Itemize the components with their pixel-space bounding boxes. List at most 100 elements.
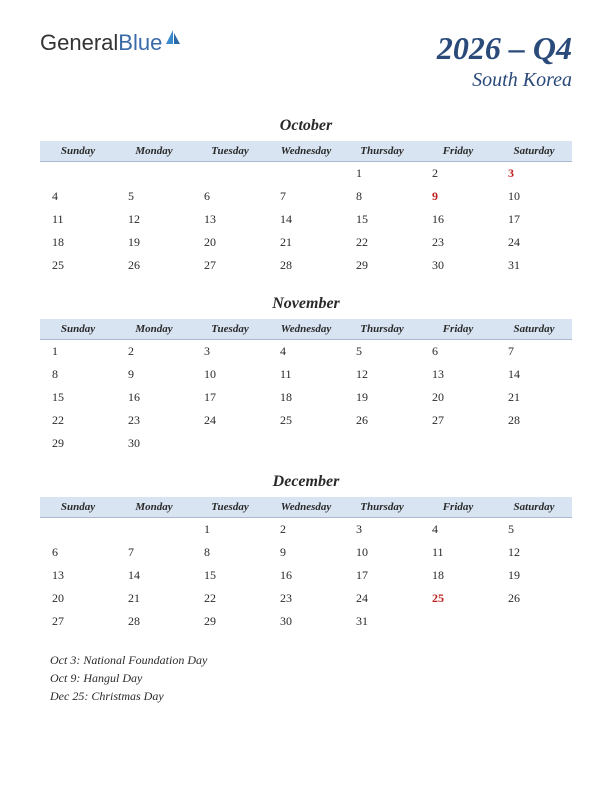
calendar-cell: 26 [496, 587, 572, 610]
calendar-row: 22232425262728 [40, 409, 572, 432]
calendar-cell: 1 [192, 518, 268, 542]
title-block: 2026 – Q4 South Korea [437, 30, 572, 92]
holidays-list: Oct 3: National Foundation Day Oct 9: Han… [40, 653, 572, 704]
calendar-cell: 3 [344, 518, 420, 542]
calendar-cell: 19 [344, 386, 420, 409]
calendar-table: SundayMondayTuesdayWednesdayThursdayFrid… [40, 319, 572, 455]
day-header: Thursday [344, 319, 420, 340]
calendar-cell: 30 [420, 254, 496, 277]
calendar-table: SundayMondayTuesdayWednesdayThursdayFrid… [40, 141, 572, 277]
months-container: OctoberSundayMondayTuesdayWednesdayThurs… [40, 117, 572, 633]
calendar-cell: 22 [192, 587, 268, 610]
calendar-cell [268, 432, 344, 455]
calendar-cell [268, 162, 344, 186]
calendar-cell: 7 [116, 541, 192, 564]
calendar-cell: 19 [496, 564, 572, 587]
calendar-cell: 25 [40, 254, 116, 277]
logo-text-blue: Blue [118, 30, 162, 56]
calendar-cell: 29 [344, 254, 420, 277]
calendar-cell: 15 [344, 208, 420, 231]
calendar-row: 123 [40, 162, 572, 186]
calendar-cell: 6 [192, 185, 268, 208]
calendar-cell: 11 [40, 208, 116, 231]
calendar-cell: 28 [496, 409, 572, 432]
calendar-cell: 2 [268, 518, 344, 542]
calendar-cell [40, 518, 116, 542]
calendar-cell: 16 [420, 208, 496, 231]
calendar-cell: 23 [116, 409, 192, 432]
calendar-cell: 12 [496, 541, 572, 564]
calendar-row: 2930 [40, 432, 572, 455]
day-header: Thursday [344, 497, 420, 518]
logo-sail-icon [164, 26, 182, 52]
calendar-cell: 5 [344, 340, 420, 364]
calendar-cell: 1 [40, 340, 116, 364]
calendar-cell: 14 [496, 363, 572, 386]
day-header: Wednesday [268, 141, 344, 162]
day-header: Sunday [40, 141, 116, 162]
calendar-cell: 17 [192, 386, 268, 409]
calendar-cell: 31 [344, 610, 420, 633]
calendar-row: 25262728293031 [40, 254, 572, 277]
calendar-cell: 6 [420, 340, 496, 364]
calendar-cell [192, 432, 268, 455]
calendar-cell: 10 [344, 541, 420, 564]
day-header: Friday [420, 497, 496, 518]
day-header: Sunday [40, 497, 116, 518]
calendar-cell: 22 [344, 231, 420, 254]
day-header: Tuesday [192, 319, 268, 340]
calendar-cell [40, 162, 116, 186]
day-header: Monday [116, 497, 192, 518]
month-name: December [40, 473, 572, 491]
calendar-cell [344, 432, 420, 455]
calendar-cell: 3 [192, 340, 268, 364]
day-header: Saturday [496, 141, 572, 162]
calendar-row: 18192021222324 [40, 231, 572, 254]
month-block: November SundayMondayTuesdayWednesdayThur… [40, 295, 572, 455]
calendar-cell: 30 [268, 610, 344, 633]
month-name: November [40, 295, 572, 313]
holiday-item: Oct 3: National Foundation Day [50, 653, 572, 668]
calendar-row: 45678910 [40, 185, 572, 208]
calendar-cell: 21 [496, 386, 572, 409]
day-header: Monday [116, 319, 192, 340]
calendar-cell: 8 [344, 185, 420, 208]
calendar-cell: 23 [268, 587, 344, 610]
calendar-cell: 9 [268, 541, 344, 564]
calendar-cell: 21 [116, 587, 192, 610]
calendar-cell: 26 [344, 409, 420, 432]
holiday-item: Oct 9: Hangul Day [50, 671, 572, 686]
calendar-cell: 8 [40, 363, 116, 386]
calendar-cell: 5 [496, 518, 572, 542]
holiday-item: Dec 25: Christmas Day [50, 689, 572, 704]
calendar-cell: 12 [344, 363, 420, 386]
day-header: Thursday [344, 141, 420, 162]
calendar-cell: 26 [116, 254, 192, 277]
calendar-cell: 25 [420, 587, 496, 610]
calendar-cell: 21 [268, 231, 344, 254]
calendar-row: 12345 [40, 518, 572, 542]
month-block: December SundayMondayTuesdayWednesdayThur… [40, 473, 572, 633]
calendar-row: 15161718192021 [40, 386, 572, 409]
calendar-table: SundayMondayTuesdayWednesdayThursdayFrid… [40, 497, 572, 633]
calendar-cell: 2 [116, 340, 192, 364]
calendar-cell: 3 [496, 162, 572, 186]
logo-text-general: General [40, 30, 118, 56]
calendar-cell: 2 [420, 162, 496, 186]
calendar-cell: 4 [420, 518, 496, 542]
logo: GeneralBlue [40, 30, 182, 56]
month-name: October [40, 117, 572, 135]
calendar-cell: 20 [192, 231, 268, 254]
calendar-cell: 22 [40, 409, 116, 432]
calendar-row: 20212223242526 [40, 587, 572, 610]
day-header: Friday [420, 319, 496, 340]
calendar-cell: 15 [40, 386, 116, 409]
day-header: Saturday [496, 497, 572, 518]
calendar-cell: 27 [40, 610, 116, 633]
calendar-cell: 4 [268, 340, 344, 364]
calendar-cell: 29 [40, 432, 116, 455]
calendar-cell [496, 432, 572, 455]
day-header: Friday [420, 141, 496, 162]
calendar-cell: 20 [420, 386, 496, 409]
calendar-cell: 14 [268, 208, 344, 231]
